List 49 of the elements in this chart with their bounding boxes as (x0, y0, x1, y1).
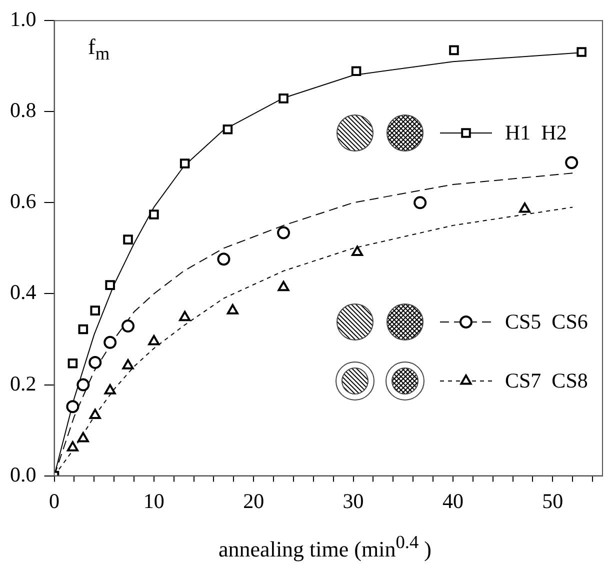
point (518, 202, 531, 213)
x-tick-label: 20 (243, 488, 264, 513)
y-tick-label: 1.0 (10, 7, 36, 32)
point (78, 324, 88, 334)
x-axis-title: annealing time (min$^{0.4}$ ) (218, 532, 432, 562)
point (89, 408, 101, 420)
point (352, 246, 364, 256)
x-tick-label: 40 (442, 488, 464, 513)
point (226, 304, 238, 314)
point (77, 432, 89, 442)
point (449, 45, 459, 56)
point (149, 210, 159, 220)
point (104, 336, 117, 349)
point (277, 226, 290, 240)
point (414, 196, 427, 210)
point (66, 400, 80, 414)
point (180, 158, 190, 168)
point (122, 320, 135, 333)
point (68, 358, 78, 368)
y-tick-label: 0.0 (10, 462, 36, 486)
point (179, 310, 191, 322)
point (66, 441, 78, 452)
point (104, 384, 116, 394)
point (565, 156, 578, 170)
x-tick-label: 10 (143, 488, 164, 513)
point (76, 378, 90, 392)
legend-label: CS7 CS8 (505, 368, 588, 393)
x-tick-label: 50 (542, 488, 564, 513)
point (278, 94, 288, 104)
point (90, 306, 100, 316)
point (105, 280, 115, 290)
legend-label: H1 H2 (505, 120, 567, 145)
point (278, 280, 290, 292)
y-tick-label: 0.2 (10, 371, 36, 396)
point (576, 47, 586, 57)
y-tick-label: 0.6 (10, 189, 36, 214)
legend-label: CS5 CS6 (505, 310, 588, 334)
point (351, 66, 362, 76)
y-tick-label: 0.4 (10, 280, 37, 304)
point (88, 356, 102, 369)
point (122, 359, 134, 370)
x-tick-label: 30 (342, 488, 364, 513)
x-tick-label: 0 (49, 488, 60, 513)
y-tick-label: 0.8 (10, 98, 36, 122)
point (222, 124, 233, 134)
annotation: f$_{m}$ (88, 34, 110, 64)
point (148, 335, 160, 346)
point (217, 252, 230, 266)
point (123, 234, 133, 244)
